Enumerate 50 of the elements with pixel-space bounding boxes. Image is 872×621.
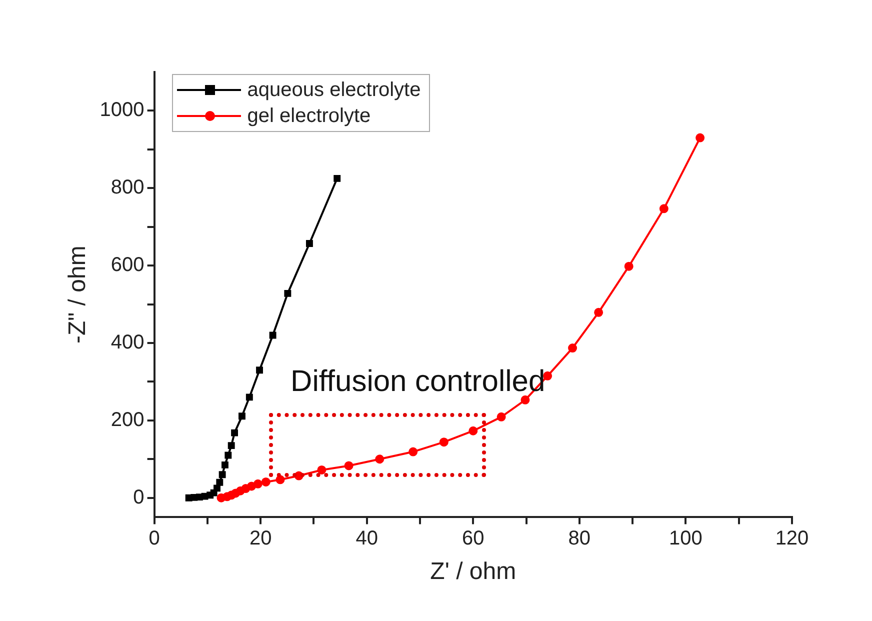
- point: [284, 290, 292, 297]
- x-tick-label: 120: [775, 528, 809, 550]
- point: [568, 344, 578, 353]
- point: [228, 442, 235, 450]
- y-tick-label: 0: [133, 486, 144, 508]
- legend-label: gel electrolyte: [247, 104, 371, 128]
- y-tick-label: 1000: [100, 99, 144, 122]
- point: [543, 371, 552, 380]
- point: [317, 465, 326, 474]
- legend-label: aqueous electrolyte: [247, 78, 421, 102]
- point: [344, 461, 354, 470]
- x-tick-label: 60: [462, 528, 484, 550]
- x-tick-label: 40: [356, 528, 378, 550]
- point: [496, 412, 506, 422]
- point: [216, 478, 224, 486]
- x-tick-label: 80: [568, 528, 591, 550]
- point: [276, 475, 285, 484]
- point: [238, 412, 246, 420]
- point: [210, 489, 218, 496]
- y-tick-label: 600: [110, 254, 144, 276]
- point: [624, 262, 634, 271]
- point: [231, 429, 238, 436]
- point: [408, 447, 418, 456]
- point: [520, 395, 530, 404]
- point: [269, 332, 276, 339]
- x-tick-label: 20: [249, 528, 272, 550]
- point: [218, 471, 226, 478]
- point: [468, 426, 478, 436]
- point: [439, 438, 448, 447]
- point: [221, 461, 228, 468]
- point: [246, 394, 253, 401]
- point: [256, 366, 263, 374]
- point: [306, 240, 313, 247]
- point: [214, 484, 220, 492]
- x-axis-title: Z' / ohm: [430, 558, 516, 586]
- annotation: Diffusion controlled: [290, 364, 546, 399]
- point: [334, 174, 341, 182]
- point: [261, 477, 270, 486]
- x-tick-label: 100: [669, 528, 702, 550]
- point: [224, 452, 232, 459]
- point: [659, 204, 668, 214]
- y-tick-label: 800: [110, 176, 144, 199]
- point: [594, 308, 604, 317]
- y-tick-label: 200: [110, 408, 144, 431]
- point: [696, 133, 705, 142]
- y-tick-label: 400: [110, 332, 144, 354]
- point: [253, 479, 262, 488]
- point: [375, 454, 384, 464]
- x-tick-label: 0: [148, 528, 160, 550]
- y-axis-title: -Z" / ohm: [64, 246, 92, 344]
